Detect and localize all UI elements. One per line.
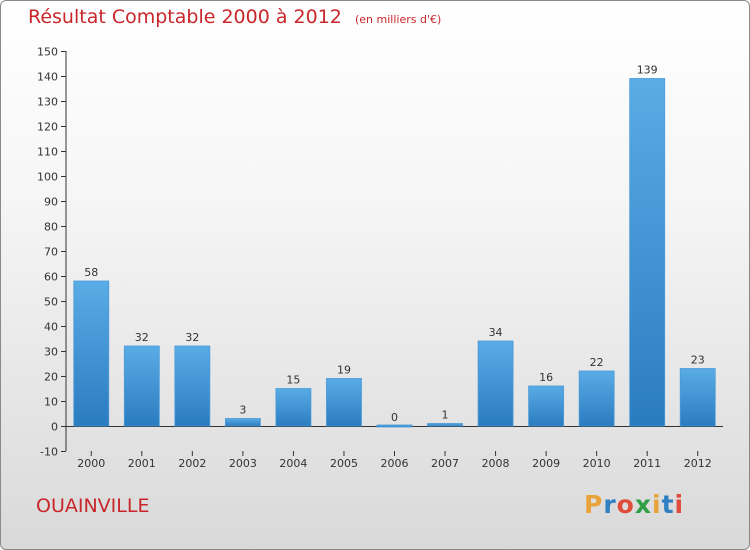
- chart-subtitle: (en milliers d'€): [354, 13, 442, 26]
- y-tick-label: 100: [37, 171, 58, 184]
- y-tick-label: 140: [37, 71, 58, 84]
- value-label-2008: 34: [489, 326, 503, 339]
- chart-title-block: Résultat Comptable 2000 à 2012 (en milli…: [28, 6, 441, 28]
- value-label-2010: 22: [590, 356, 604, 369]
- bar-2012: [679, 368, 716, 427]
- proxiti-logo[interactable]: Proxiti: [584, 490, 684, 519]
- value-label-2009: 16: [539, 371, 553, 384]
- logo-letter: t: [661, 490, 675, 519]
- x-tick-label-2000: 2000: [77, 457, 105, 470]
- bar-2001: [123, 345, 160, 427]
- x-tick-label-2012: 2012: [684, 457, 712, 470]
- bar-2011: [629, 78, 666, 427]
- value-label-2006: 0: [391, 411, 398, 424]
- value-label-2003: 3: [239, 404, 246, 417]
- bar-2000: [73, 280, 110, 427]
- value-label-2011: 139: [637, 64, 658, 77]
- bar-2004: [275, 388, 312, 427]
- bars: 58 32 32 3 15 19 0 1 34 16 22 139 23: [73, 64, 716, 428]
- bar-2007: [427, 423, 463, 427]
- logo-letter: o: [616, 490, 635, 519]
- y-tick-label: 30: [44, 346, 58, 359]
- bar-2010: [578, 370, 615, 427]
- axes: -100102030405060708090100110120130140150…: [37, 46, 723, 470]
- y-tick-label: 80: [44, 221, 58, 234]
- y-tick-label: 70: [44, 246, 58, 259]
- y-tick-label: 130: [37, 96, 58, 109]
- logo-letter: r: [603, 490, 617, 519]
- logo-letter: i: [652, 490, 662, 519]
- bar-2008: [477, 340, 514, 427]
- value-label-2002: 32: [185, 331, 199, 344]
- y-tick-label: 110: [37, 146, 58, 159]
- logo-letter: i: [674, 490, 685, 519]
- logo-letter: x: [634, 490, 652, 519]
- x-tick-label-2002: 2002: [178, 457, 206, 470]
- x-tick-label-2007: 2007: [431, 457, 459, 470]
- x-tick-label-2006: 2006: [381, 457, 409, 470]
- y-tick-label: 50: [44, 296, 58, 309]
- x-tick-label-2004: 2004: [279, 457, 307, 470]
- bar-2005: [326, 378, 362, 427]
- commune-name: OUAINVILLE: [36, 495, 150, 517]
- y-tick-label: 10: [44, 396, 58, 409]
- value-label-2001: 32: [135, 331, 149, 344]
- bar-2002: [174, 345, 211, 427]
- value-label-2000: 58: [84, 266, 98, 279]
- y-tick-label: 120: [37, 121, 58, 134]
- y-tick-label: 150: [37, 46, 58, 59]
- y-tick-label: 60: [44, 271, 58, 284]
- value-label-2004: 15: [286, 374, 300, 387]
- bar-2003: [224, 418, 261, 427]
- x-tick-label-2008: 2008: [482, 457, 510, 470]
- x-tick-label-2005: 2005: [330, 457, 358, 470]
- y-tick-label: 0: [51, 421, 58, 434]
- bar-2006: [376, 424, 413, 428]
- value-label-2005: 19: [337, 364, 351, 377]
- x-tick-label-2009: 2009: [532, 457, 560, 470]
- y-tick-label: 20: [44, 371, 58, 384]
- value-label-2007: 1: [442, 409, 449, 422]
- y-tick-label: 90: [44, 196, 58, 209]
- y-tick-label: -10: [40, 446, 58, 459]
- chart-title: Résultat Comptable 2000 à 2012: [28, 6, 342, 28]
- bar-2009: [528, 385, 565, 427]
- x-tick-label-2011: 2011: [633, 457, 661, 470]
- x-tick-label-2003: 2003: [229, 457, 257, 470]
- value-label-2012: 23: [691, 354, 705, 367]
- x-tick-label-2001: 2001: [128, 457, 156, 470]
- x-tick-label-2010: 2010: [583, 457, 611, 470]
- y-tick-label: 40: [44, 321, 58, 334]
- logo-letter: P: [584, 490, 604, 519]
